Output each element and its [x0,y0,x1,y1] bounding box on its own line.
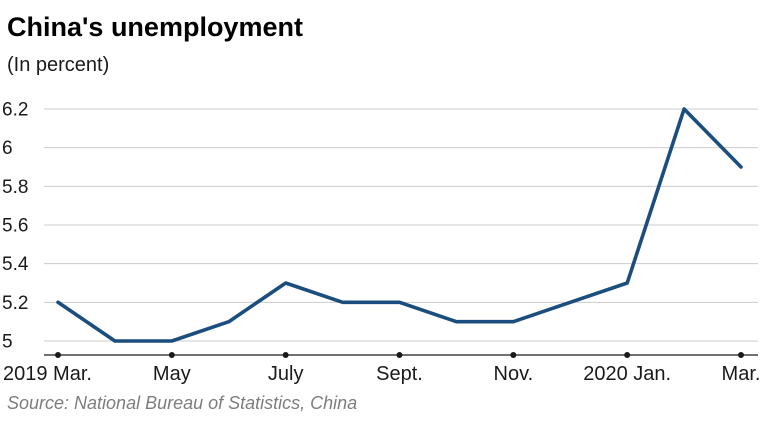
source-note: Source: National Bureau of Statistics, C… [7,393,358,414]
y-tick-label: 5.2 [2,293,28,314]
x-tick-label: Mar. [722,363,761,385]
x-tick-label: Sept. [376,363,423,385]
y-axis-labels: 5 5.2 5.4 5.6 5.8 6 6.2 [2,100,29,353]
y-tick-label: 5 [2,332,13,353]
x-tick-label: May [153,363,191,385]
x-tick-label: 2019 Mar. [3,363,92,385]
x-axis-ticks [55,352,744,359]
gridlines [44,108,758,342]
y-tick-label: 5.8 [2,177,28,198]
x-tick-label: July [268,363,304,385]
x-axis-labels: 2019 Mar. May July Sept. Nov. 2020 Jan. Mar. [3,363,760,385]
y-tick-label: 5.4 [2,254,29,275]
y-tick-label: 6 [2,138,13,159]
x-tick-label: 2020 Jan. [583,363,671,385]
y-tick-label: 5.6 [2,216,28,237]
y-tick-label: 6.2 [2,100,28,121]
chart-subtitle: (In percent) [7,54,110,77]
x-tick-label: Nov. [494,363,534,385]
unemployment-series-line [56,107,743,343]
unemployment-line-chart: 5 5.2 5.4 5.6 5.8 6 6.2 2019 Mar. May July Sept. No… [2,100,760,386]
chart-header: China's unemployment (In percent) [0,0,769,77]
chart-title: China's unemployment [7,12,303,42]
